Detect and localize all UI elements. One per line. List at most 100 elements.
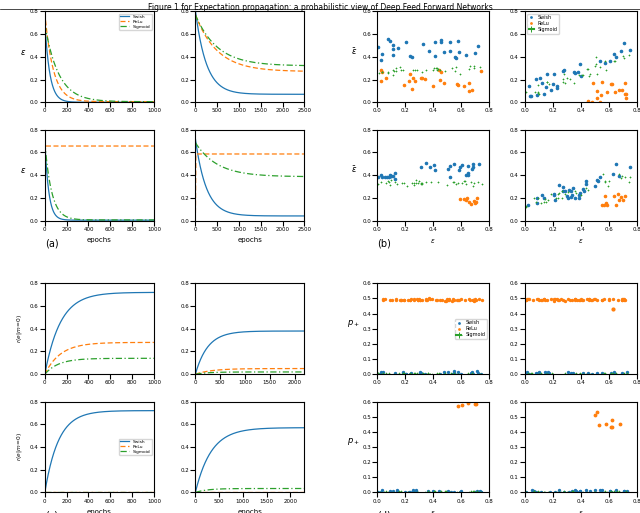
Point <box>435 295 445 304</box>
Point <box>548 297 559 305</box>
Point <box>459 176 469 185</box>
Point <box>404 76 414 85</box>
Point <box>562 488 572 496</box>
Point <box>597 201 607 209</box>
Point <box>410 77 420 86</box>
Point <box>426 177 436 186</box>
Point <box>451 180 461 188</box>
Point <box>582 488 593 497</box>
Point <box>404 488 415 496</box>
Point <box>602 488 612 496</box>
Point <box>410 369 420 377</box>
Point <box>589 487 600 496</box>
Point <box>415 295 425 304</box>
Point <box>523 295 533 303</box>
Point <box>394 369 404 378</box>
Point <box>579 296 589 304</box>
Point <box>421 159 431 167</box>
Point <box>436 35 446 44</box>
Point <box>436 38 446 46</box>
Point <box>534 90 545 98</box>
Point <box>396 296 406 304</box>
Point <box>476 488 486 496</box>
Point <box>577 71 588 80</box>
Point <box>549 295 559 303</box>
Point <box>407 85 417 93</box>
Point <box>575 60 586 68</box>
Point <box>417 68 428 76</box>
Point <box>550 295 560 303</box>
Point <box>619 487 629 495</box>
Point <box>465 295 476 304</box>
Point <box>584 295 594 303</box>
Point <box>552 84 562 92</box>
Point <box>378 173 388 181</box>
Point <box>396 487 406 495</box>
Point <box>468 182 478 190</box>
Point <box>476 67 486 75</box>
Point <box>405 70 415 78</box>
Point <box>575 295 585 304</box>
Point <box>622 488 632 496</box>
Point <box>611 201 621 209</box>
X-axis label: $\varepsilon$: $\varepsilon$ <box>578 509 584 513</box>
Point <box>388 50 398 58</box>
Point <box>575 295 586 303</box>
Point <box>373 488 383 496</box>
Point <box>563 188 573 196</box>
Point <box>598 369 609 377</box>
Point <box>609 192 619 200</box>
Point <box>436 68 446 76</box>
Point <box>425 163 435 171</box>
Point <box>595 91 605 99</box>
Point <box>423 487 433 496</box>
Point <box>469 180 479 188</box>
Point <box>618 196 628 204</box>
Point <box>420 75 430 84</box>
Point <box>456 295 466 303</box>
Point <box>417 40 428 48</box>
Point <box>412 369 422 377</box>
Point <box>440 369 450 378</box>
Point <box>401 370 412 378</box>
Point <box>589 295 600 303</box>
Point <box>463 169 474 177</box>
Point <box>598 170 609 178</box>
Point <box>539 488 549 496</box>
Point <box>376 171 386 179</box>
Point <box>420 369 431 378</box>
Point <box>372 173 383 181</box>
Point <box>605 487 615 496</box>
Point <box>429 52 440 60</box>
Point <box>559 488 569 496</box>
Point <box>374 488 385 496</box>
Point <box>578 370 588 378</box>
Point <box>568 184 578 192</box>
Point <box>476 369 486 378</box>
Point <box>451 54 461 62</box>
Point <box>453 179 463 187</box>
Point <box>378 296 388 304</box>
Point <box>378 368 388 376</box>
Point <box>585 370 595 378</box>
Point <box>434 66 444 74</box>
Point <box>596 295 607 304</box>
Point <box>391 64 401 72</box>
Point <box>397 368 408 377</box>
Point <box>619 40 629 48</box>
Point <box>619 369 629 377</box>
Point <box>430 166 440 174</box>
Point <box>443 165 453 173</box>
Y-axis label: $\varepsilon$: $\varepsilon$ <box>20 166 26 175</box>
Point <box>616 193 626 201</box>
Point <box>417 74 428 82</box>
Point <box>621 90 632 98</box>
Point <box>405 296 415 304</box>
Point <box>604 177 614 186</box>
Point <box>448 295 458 303</box>
Point <box>608 295 618 304</box>
Point <box>616 47 627 55</box>
Point <box>596 486 607 495</box>
Point <box>552 194 563 202</box>
Point <box>584 295 595 304</box>
